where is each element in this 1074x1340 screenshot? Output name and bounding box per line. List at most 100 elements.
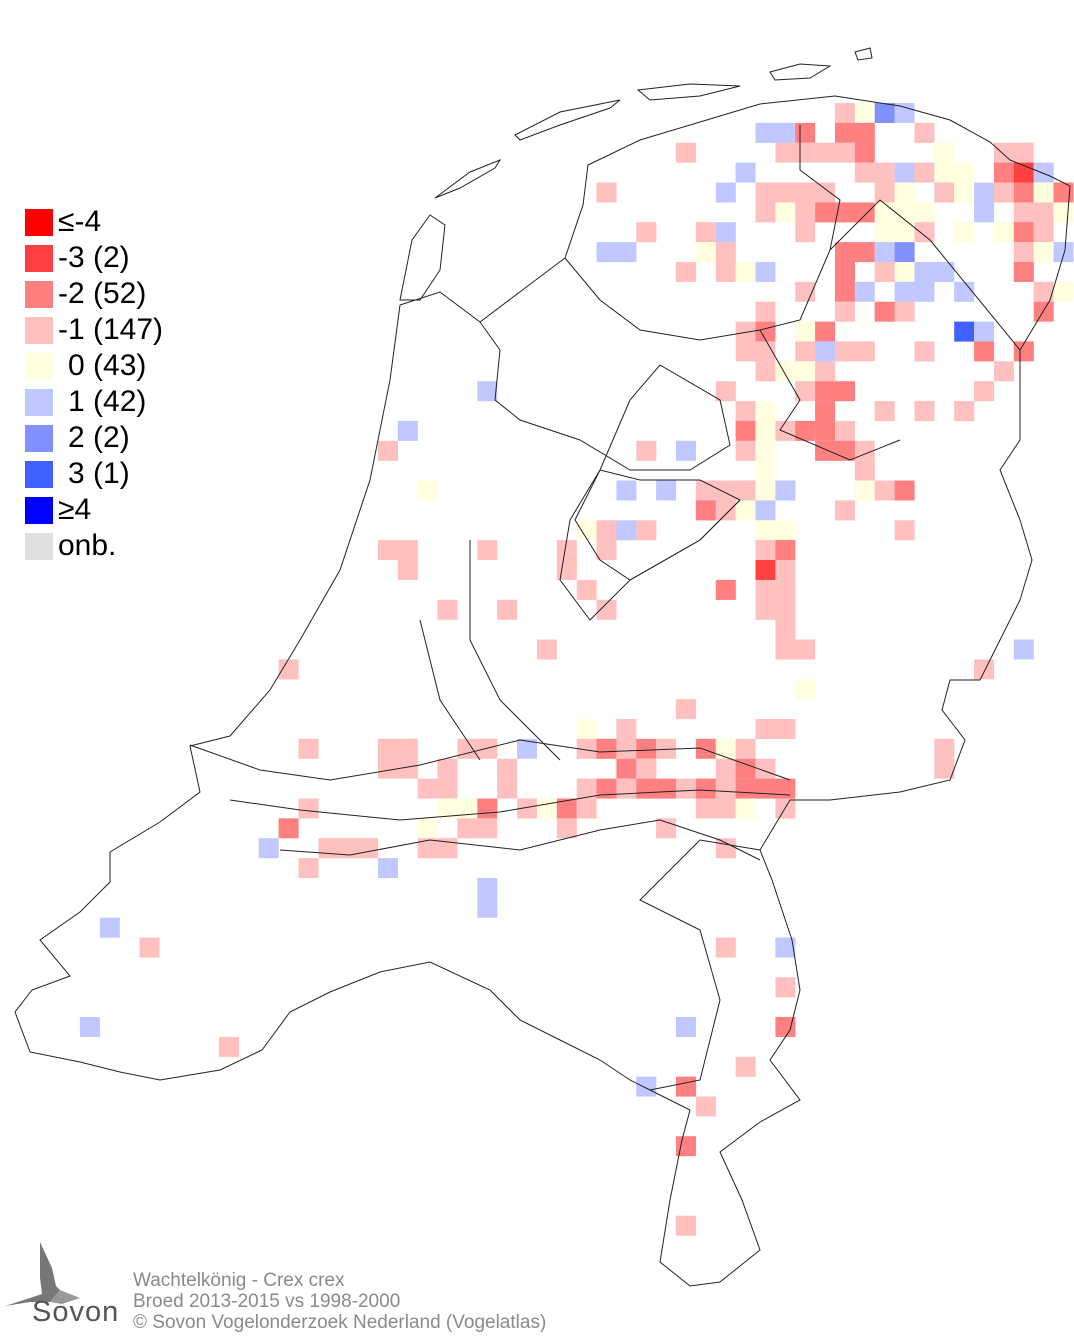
atlas-square: [1013, 639, 1034, 660]
atlas-square: [755, 599, 776, 620]
atlas-square: [854, 162, 875, 183]
atlas-square: [854, 202, 875, 223]
island-terschelling: [514, 99, 621, 141]
atlas-square: [934, 182, 955, 203]
atlas-square: [874, 202, 895, 223]
atlas-square: [695, 222, 716, 243]
atlas-square: [954, 222, 975, 243]
atlas-square: [1033, 281, 1054, 302]
atlas-square: [735, 500, 756, 521]
atlas-square: [735, 162, 756, 183]
atlas-square: [477, 540, 498, 561]
atlas-square: [596, 520, 617, 541]
atlas-square: [795, 679, 816, 700]
atlas-square: [854, 460, 875, 481]
atlas-square: [755, 719, 776, 739]
atlas-square: [576, 719, 597, 739]
atlas-squares: [79, 103, 1074, 1236]
atlas-square: [914, 162, 935, 183]
atlas-square: [556, 540, 577, 561]
atlas-square: [576, 798, 597, 819]
legend-swatch: [25, 532, 53, 560]
atlas-square: [755, 361, 776, 382]
atlas-square: [874, 103, 895, 123]
atlas-square: [676, 1076, 696, 1097]
atlas-square: [815, 202, 836, 223]
atlas-square: [775, 480, 796, 501]
atlas-square: [715, 500, 736, 521]
legend-item: ≤-4: [25, 204, 163, 240]
atlas-square: [854, 341, 875, 362]
atlas-square: [735, 401, 756, 422]
atlas-square: [477, 738, 498, 759]
atlas-square: [775, 778, 796, 799]
atlas-square: [695, 738, 716, 759]
atlas-square: [755, 262, 776, 282]
atlas-square: [397, 560, 418, 580]
legend-swatch: [25, 280, 53, 308]
legend-item: 0 (43): [25, 348, 163, 384]
atlas-square: [636, 1076, 657, 1097]
atlas-square: [775, 719, 796, 739]
atlas-square: [854, 281, 875, 302]
atlas-square: [815, 440, 836, 461]
atlas-square: [1053, 202, 1074, 223]
atlas-square: [457, 818, 478, 839]
atlas-square: [695, 1096, 716, 1117]
atlas-square: [934, 758, 955, 779]
atlas-square: [378, 540, 398, 561]
atlas-square: [954, 281, 975, 302]
atlas-square: [735, 778, 756, 799]
atlas-square: [735, 321, 756, 342]
atlas-square: [894, 103, 915, 123]
atlas-square: [715, 738, 736, 759]
atlas-square: [755, 520, 776, 541]
atlas-square: [139, 937, 160, 958]
atlas-square: [298, 798, 319, 819]
atlas-square: [1013, 202, 1034, 223]
legend-item: 3 (1): [25, 456, 163, 492]
atlas-square: [338, 838, 359, 859]
atlas-square: [1053, 182, 1074, 203]
atlas-square: [79, 1017, 100, 1037]
atlas-square: [676, 1017, 696, 1037]
atlas-square: [854, 480, 875, 501]
atlas-square: [755, 579, 776, 600]
atlas-square: [815, 401, 836, 422]
atlas-square: [497, 758, 518, 779]
atlas-square: [835, 420, 855, 441]
atlas-square: [993, 361, 1014, 382]
island-rottumeroog: [854, 47, 873, 61]
atlas-square: [835, 142, 855, 163]
atlas-square: [954, 182, 975, 203]
legend-swatch: [25, 208, 53, 236]
atlas-square: [715, 242, 736, 263]
species-name: Wachtelkönig - Crex crex: [133, 1270, 345, 1291]
atlas-square: [656, 480, 677, 501]
atlas-square: [735, 798, 756, 819]
atlas-square: [636, 758, 657, 779]
atlas-square: [775, 540, 796, 561]
atlas-square: [815, 341, 836, 362]
map-caption: Wachtelkönig - Crex crex Broed 2013-2015…: [133, 1270, 546, 1333]
legend-swatch: [25, 316, 53, 344]
atlas-square: [775, 420, 796, 441]
atlas-square: [437, 798, 458, 819]
atlas-square: [378, 858, 398, 879]
atlas-square: [815, 381, 836, 402]
atlas-square: [795, 361, 816, 382]
atlas-square: [497, 778, 518, 799]
legend-label: onb.: [58, 529, 117, 562]
atlas-square: [874, 242, 895, 263]
legend-swatch: [25, 352, 53, 380]
atlas-square: [854, 103, 875, 123]
atlas-square: [715, 937, 736, 958]
atlas-square: [993, 182, 1014, 203]
legend-swatch: [25, 424, 53, 452]
atlas-square: [99, 917, 120, 938]
atlas-square: [815, 182, 836, 203]
atlas-square: [1033, 162, 1054, 183]
atlas-square: [536, 798, 557, 819]
atlas-square: [219, 1036, 239, 1057]
legend-label: -3 (2): [58, 241, 130, 274]
